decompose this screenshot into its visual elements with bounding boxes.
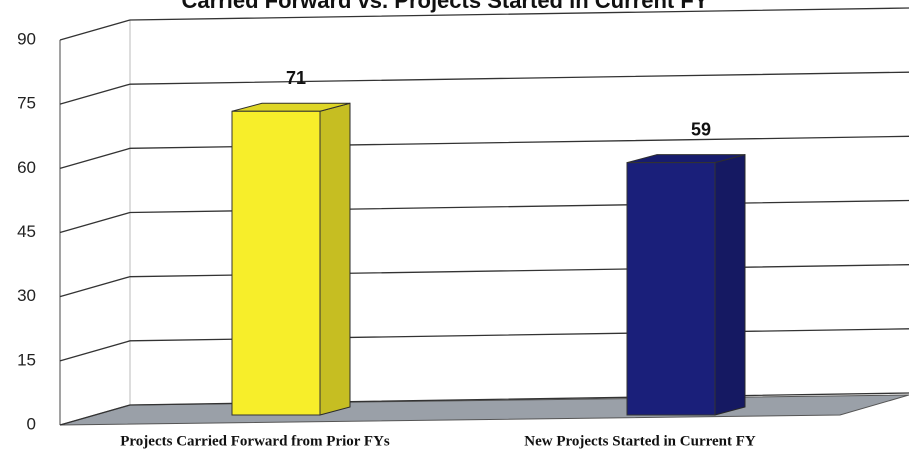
grid-line bbox=[59, 264, 909, 298]
bar-side bbox=[714, 153, 746, 416]
y-tick-label: 45 bbox=[17, 222, 36, 241]
grid-line bbox=[59, 71, 909, 105]
y-tick-label: 90 bbox=[17, 29, 36, 48]
grid-line bbox=[59, 135, 909, 169]
x-tick-label: New Projects Started in Current FY bbox=[524, 433, 756, 449]
grid-line bbox=[59, 199, 909, 234]
bar bbox=[626, 162, 716, 416]
grid-line bbox=[59, 7, 909, 41]
y-tick-label: 60 bbox=[17, 158, 36, 177]
y-tick-label: 30 bbox=[17, 286, 36, 305]
bar-side bbox=[319, 102, 351, 416]
x-tick-label: Projects Carried Forward from Prior FYs bbox=[120, 433, 390, 449]
chart-title: Carried Forward vs. Projects Started in … bbox=[182, 0, 709, 13]
y-tick-label: 0 bbox=[27, 414, 36, 433]
value-label: 71 bbox=[286, 68, 306, 88]
y-tick-label: 15 bbox=[17, 350, 36, 369]
value-label: 59 bbox=[691, 119, 711, 139]
y-tick-label: 75 bbox=[17, 94, 36, 113]
grid-line bbox=[59, 328, 909, 362]
bar bbox=[231, 110, 321, 416]
